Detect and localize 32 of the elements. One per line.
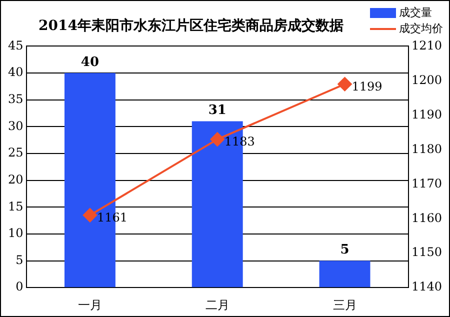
- bar: [319, 260, 370, 288]
- chart-title: 2014年耒阳市水东江片区住宅类商品房成交数据: [38, 17, 344, 35]
- y-tick-label: 25: [8, 146, 24, 160]
- y-tick-label: 45: [8, 38, 24, 52]
- x-tick-label: 二月: [205, 298, 230, 312]
- y-tick-label: 0: [16, 280, 24, 294]
- y2-tick-label: 1200: [411, 72, 442, 87]
- x-tick-label: 三月: [332, 298, 357, 312]
- x-tick-label: 一月: [78, 298, 102, 312]
- data-label: 1199: [352, 79, 382, 94]
- legend-label: 成交量: [399, 5, 432, 21]
- point: [338, 77, 352, 92]
- data-label: 31: [208, 103, 226, 118]
- y-tick-label: 10: [8, 226, 24, 240]
- y2-tick-label: 1180: [411, 142, 442, 156]
- y2-tick-label: 1190: [411, 107, 442, 122]
- y2-tick-label: 1210: [411, 38, 442, 52]
- y-tick-label: 20: [8, 172, 24, 186]
- y-tick-label: 35: [8, 92, 24, 106]
- y-tick-label: 15: [8, 199, 24, 214]
- y-tick-label: 30: [8, 118, 24, 133]
- legend-label: 成交均价: [399, 21, 443, 37]
- y2-tick-label: 1170: [411, 176, 442, 190]
- y-tick-label: 40: [8, 65, 24, 80]
- y2-tick-label: 1140: [411, 280, 442, 294]
- point: [82, 208, 97, 222]
- data-label: 40: [80, 54, 100, 70]
- y2-tick-label: 1150: [411, 245, 442, 260]
- y-tick-label: 5: [16, 252, 24, 267]
- point: [210, 132, 224, 146]
- data-label: 5: [340, 242, 350, 258]
- y2-tick-label: 1160: [411, 210, 442, 225]
